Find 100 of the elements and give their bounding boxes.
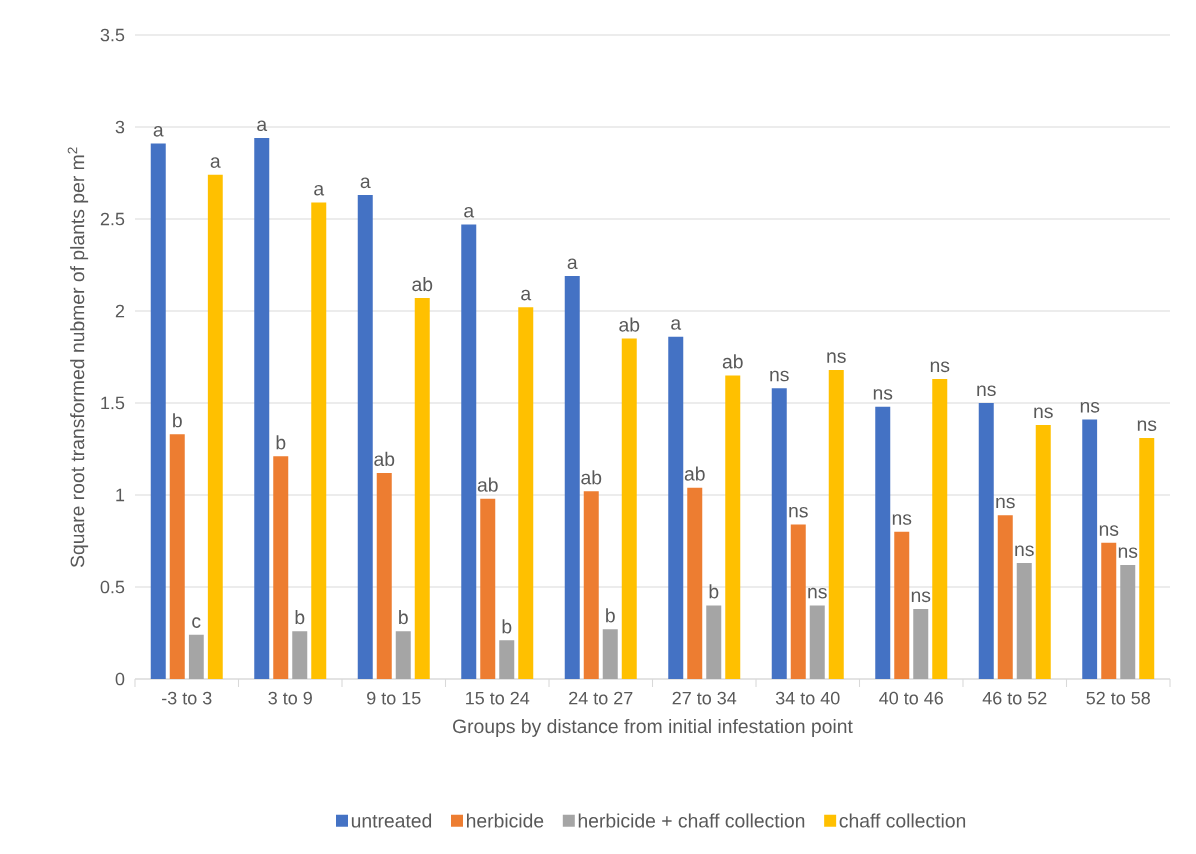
data-label: ns: [930, 361, 950, 373]
bar: [706, 605, 722, 679]
y-tick-label: 3: [115, 120, 125, 134]
bar: [207, 174, 223, 679]
bar: [1120, 564, 1136, 679]
bar: [461, 224, 477, 679]
bar: [1139, 437, 1155, 679]
bar: [273, 456, 289, 679]
data-label: a: [464, 206, 475, 218]
bar: [1016, 563, 1032, 679]
y-tick-label: 2.5: [100, 212, 125, 226]
bar: [292, 631, 308, 679]
x-axis-title: Groups by distance from initial infestation point: [453, 718, 853, 737]
bar: [188, 634, 204, 679]
bar: [311, 202, 327, 679]
data-label: ns: [1137, 420, 1157, 432]
bar: [913, 609, 929, 679]
x-tick-label: 34 to 40: [775, 691, 840, 705]
data-label: ns: [808, 587, 827, 599]
legend-label: chaff collection: [839, 813, 966, 828]
legend-label: untreated: [351, 813, 432, 828]
legend-label: herbicide: [467, 813, 544, 828]
data-label: ns: [1080, 402, 1100, 413]
bar: [828, 369, 844, 679]
x-tick-label: 27 to 34: [672, 691, 737, 705]
y-tick-label: 0.5: [100, 580, 125, 594]
bar: [254, 138, 270, 679]
x-tick-label: 24 to 27: [569, 691, 633, 705]
x-tick-label: 15 to 24: [466, 691, 530, 705]
data-label: ns: [827, 352, 846, 363]
data-label: ab: [581, 470, 602, 485]
data-label: b: [606, 608, 615, 623]
x-tick-label: 52 to 58: [1086, 691, 1150, 705]
data-label: ns: [1118, 547, 1138, 558]
data-label: b: [709, 584, 719, 599]
bar: [978, 403, 994, 679]
data-label: ab: [477, 477, 498, 492]
data-label: ns: [1034, 407, 1053, 419]
bar: [875, 406, 891, 679]
legend-label: herbicide + chaff collection: [578, 813, 805, 828]
bar: [395, 631, 411, 679]
bar: [894, 531, 910, 679]
data-label: ns: [996, 497, 1015, 509]
data-label: ns: [977, 385, 996, 397]
bar: [376, 472, 392, 679]
data-label: ns: [1015, 545, 1034, 557]
bar: [150, 143, 166, 679]
bar: [1101, 542, 1117, 679]
bar: [499, 640, 515, 679]
bar: [1035, 425, 1051, 679]
data-label: b: [173, 413, 182, 428]
bar: [480, 498, 496, 679]
bar: [414, 298, 430, 679]
bar: [668, 336, 684, 679]
data-label: b: [295, 610, 305, 625]
data-label: ns: [911, 591, 931, 603]
y-axis-title: Square root transformed nubmer of plants per m$^{2}$: [67, 147, 89, 568]
data-label: a: [671, 319, 682, 330]
y-tick-label: 3.5: [100, 28, 125, 42]
data-label: ab: [412, 276, 433, 292]
x-tick-label: 46 to 52: [982, 691, 1047, 705]
bar: [809, 605, 825, 679]
data-label: ns: [873, 389, 893, 400]
bar: [602, 629, 618, 679]
bar: [687, 487, 703, 679]
data-label: b: [502, 619, 512, 634]
x-tick-label: 40 to 46: [879, 691, 943, 705]
data-label: b: [399, 610, 408, 625]
bar: [997, 515, 1013, 679]
y-tick-label: 1: [116, 488, 125, 502]
y-tick-label: 1.5: [101, 396, 125, 410]
data-label: ns: [770, 370, 789, 382]
data-label: ab: [722, 354, 743, 369]
data-label: b: [276, 435, 286, 450]
bar: [771, 388, 787, 679]
x-tick-label: 3 to 9: [268, 691, 312, 705]
data-label: a: [521, 289, 532, 301]
bar: [518, 307, 534, 679]
x-tick-label: -3 to 3: [162, 691, 212, 705]
data-label: ab: [374, 451, 395, 466]
bar: [583, 491, 599, 679]
data-label: ab: [619, 317, 640, 332]
data-label: ns: [1099, 525, 1119, 536]
y-tick-label: 2: [115, 304, 125, 318]
bar: [725, 375, 741, 679]
x-tick-label: 9 to 15: [367, 691, 421, 705]
y-tick-label: 0: [115, 672, 125, 686]
data-label: c: [192, 617, 201, 628]
data-label: ns: [892, 514, 912, 525]
bar: [932, 379, 948, 679]
bar: [621, 338, 637, 679]
data-label: a: [314, 184, 325, 196]
bar: [1082, 419, 1098, 679]
data-label: a: [153, 126, 164, 137]
data-label: a: [257, 120, 268, 132]
bar: [169, 434, 185, 679]
bar: [790, 524, 806, 679]
data-label: a: [210, 157, 221, 168]
data-label: ns: [789, 506, 808, 518]
data-label: ab: [684, 466, 705, 481]
